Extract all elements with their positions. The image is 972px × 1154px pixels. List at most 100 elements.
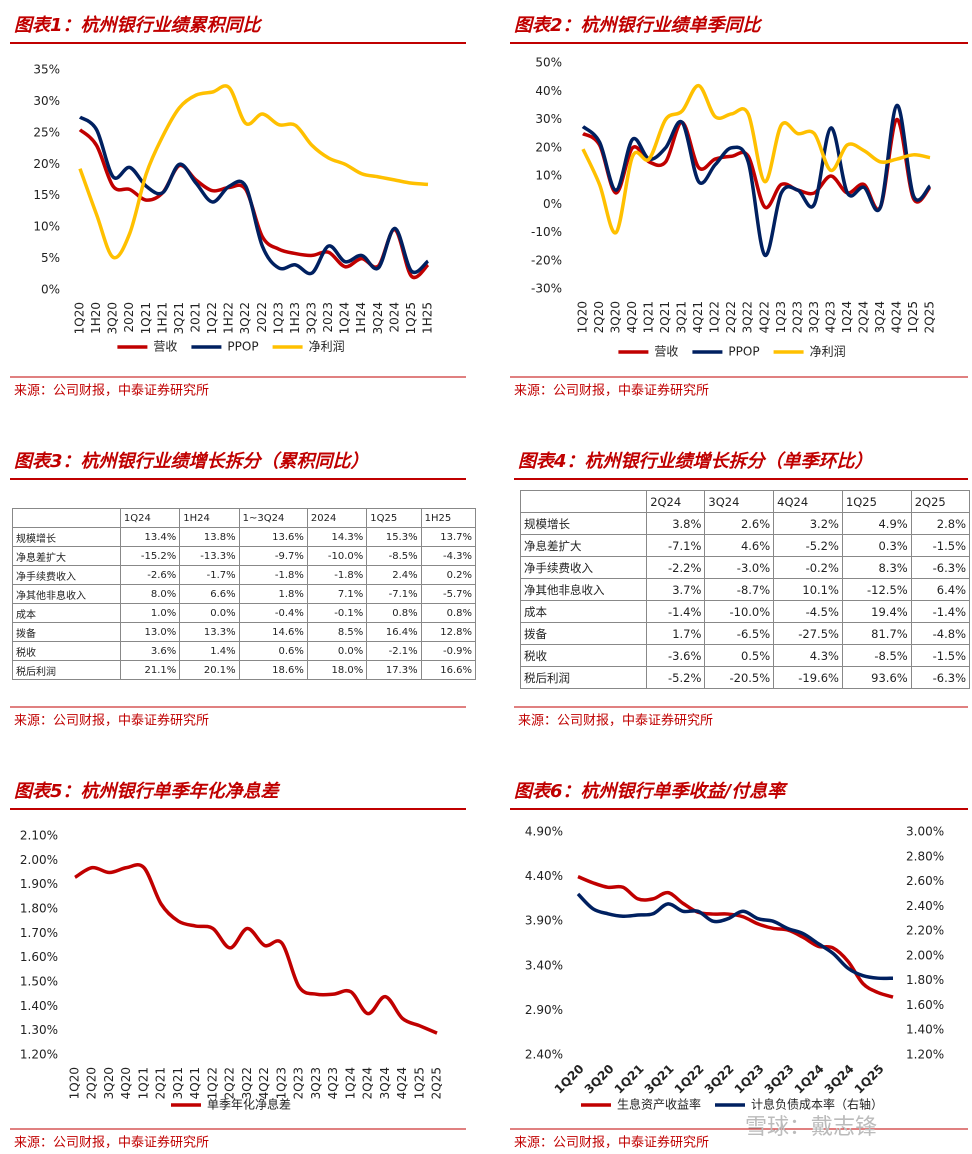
- data-table: 1Q24 1H24 1~3Q24 2024 1Q25 1H25 规模增长 13.4% 13.8%…: [12, 508, 477, 680]
- y-tick-label: 25%: [33, 125, 60, 139]
- legend-label: PPOP: [227, 340, 258, 354]
- x-tick-label: 4Q22: [757, 301, 771, 333]
- y2-tick-label: 2.20%: [906, 924, 944, 938]
- cell: 1.4%: [179, 641, 240, 661]
- x-tick-label: 4Q22: [257, 1067, 271, 1099]
- x-tick-label: 1H25: [421, 302, 435, 334]
- x-tick-label: 2020: [122, 302, 136, 333]
- table-row: 净息差扩大 -7.1% 4.6% -5.2% 0.3% -1.5%: [519, 534, 971, 557]
- x-tick-label: 1Q22: [205, 1067, 219, 1099]
- cell: -1.4%: [910, 600, 971, 623]
- x-tick-label: 3Q21: [642, 1062, 677, 1097]
- cell: -15.2%: [119, 546, 181, 566]
- panel-title: 图表3：杭州银行业绩增长拆分（累积同比）: [14, 451, 369, 472]
- row-label: 净其他非息收入: [12, 584, 121, 604]
- x-tick-label: 3Q20: [582, 1062, 617, 1097]
- x-tick-label: 2Q20: [592, 301, 606, 333]
- corner-cell: [519, 490, 648, 513]
- x-tick-label: 1Q23: [271, 302, 285, 334]
- row-label: 税收: [12, 641, 121, 661]
- cell: -6.3%: [910, 556, 971, 579]
- x-tick-label: 1H21: [155, 302, 169, 334]
- cell: 17.3%: [366, 660, 422, 680]
- table-row: 规模增长 13.4% 13.8% 13.6% 14.3% 15.3% 13.7%: [12, 527, 477, 547]
- y-tick-label: 20%: [535, 140, 562, 154]
- cell: -2.2%: [646, 556, 706, 579]
- y-tick-label: 4.90%: [525, 825, 563, 839]
- cell: -1.5%: [910, 644, 971, 667]
- cell: 2.6%: [704, 512, 775, 535]
- x-tick-label: 4Q20: [625, 301, 639, 333]
- cell: -2.1%: [366, 641, 422, 661]
- cell: 0.0%: [306, 641, 368, 661]
- row-label: 净手续费收入: [12, 565, 121, 585]
- panel-title: 图表6：杭州银行单季收益/付息率: [514, 781, 788, 802]
- y-tick-label: 30%: [33, 94, 60, 108]
- row-label: 成本: [519, 600, 648, 623]
- cell: -1.5%: [910, 534, 971, 557]
- y2-tick-label: 1.20%: [906, 1048, 944, 1062]
- legend-label: 净利润: [810, 345, 846, 359]
- table-row: 净手续费收入 -2.6% -1.7% -1.8% -1.8% 2.4% 0.2%: [12, 565, 477, 585]
- x-tick-label: 1H20: [89, 302, 103, 334]
- x-tick-label: 1Q20: [576, 301, 590, 333]
- table-row: 税后利润 -5.2% -20.5% -19.6% 93.6% -6.3%: [519, 666, 971, 689]
- x-tick-label: 4Q21: [188, 1067, 202, 1099]
- y-tick-label: -30%: [531, 282, 562, 296]
- cell: 3.8%: [646, 512, 706, 535]
- cell: -3.0%: [704, 556, 775, 579]
- x-tick-label: 1H23: [288, 302, 302, 334]
- x-tick-label: 3Q23: [807, 301, 821, 333]
- cell: 0.6%: [238, 641, 308, 661]
- cell: 19.4%: [841, 600, 912, 623]
- cell: 0.5%: [704, 644, 775, 667]
- series-line: [582, 117, 932, 212]
- x-tick-label: 3Q23: [762, 1062, 797, 1097]
- y-tick-label: 20%: [33, 157, 60, 171]
- cell: -4.8%: [910, 622, 971, 645]
- x-tick-label: 3Q21: [171, 1067, 185, 1099]
- y-tick-label: -20%: [531, 253, 562, 267]
- cell: 2.4%: [366, 565, 422, 585]
- y-tick-label: 3.40%: [525, 958, 563, 972]
- row-label: 成本: [12, 603, 121, 623]
- cell: 0.3%: [841, 534, 912, 557]
- y2-tick-label: 2.40%: [906, 899, 944, 913]
- legend-label: 营收: [654, 345, 678, 359]
- x-tick-label: 3Q24: [371, 302, 385, 334]
- cell: 0.0%: [179, 603, 240, 623]
- table-row: 净手续费收入 -2.2% -3.0% -0.2% 8.3% -6.3%: [519, 556, 971, 579]
- row-label: 拨备: [519, 622, 648, 645]
- x-tick-label: 1Q22: [672, 1062, 707, 1097]
- cell: 12.8%: [420, 622, 477, 642]
- y-tick-label: 30%: [535, 112, 562, 126]
- series-line: [78, 84, 429, 260]
- x-tick-label: 1Q25: [906, 301, 920, 333]
- x-tick-label: 3Q23: [305, 302, 319, 334]
- cell: 13.8%: [179, 527, 240, 547]
- cell: -6.3%: [910, 666, 971, 689]
- x-tick-label: 1Q21: [612, 1062, 647, 1097]
- cell: 18.6%: [238, 660, 308, 680]
- x-tick-label: 4Q23: [823, 301, 837, 333]
- x-tick-label: 2023: [321, 302, 335, 333]
- cell: -27.5%: [773, 622, 843, 645]
- table-row: 税后利润 21.1% 20.1% 18.6% 18.0% 17.3% 16.6%: [12, 660, 477, 680]
- cell: 93.6%: [841, 666, 912, 689]
- x-tick-label: 1Q24: [840, 301, 854, 333]
- x-tick-label: 4Q20: [119, 1067, 133, 1099]
- source: 来源：公司财报，中泰证券研究所: [14, 713, 209, 729]
- cell: 16.4%: [366, 622, 422, 642]
- x-tick-label: 4Q21: [691, 301, 705, 333]
- y-tick-label: 2.10%: [20, 829, 58, 843]
- x-tick-label: 1Q21: [136, 1067, 150, 1099]
- x-tick-label: 1Q20: [73, 302, 87, 334]
- cell: 6.4%: [910, 578, 971, 601]
- x-tick-label: 2Q23: [790, 301, 804, 333]
- y-tick-label: 10%: [33, 220, 60, 234]
- row-label: 净手续费收入: [519, 556, 648, 579]
- y-tick-label: 2.00%: [20, 853, 58, 867]
- row-label: 净其他非息收入: [519, 578, 648, 601]
- y-tick-label: 40%: [535, 84, 562, 98]
